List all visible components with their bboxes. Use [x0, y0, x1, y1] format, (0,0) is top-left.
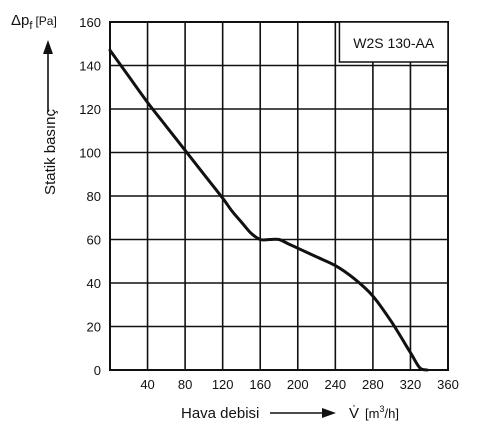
- x-tick-label: 280: [362, 377, 384, 392]
- x-axis-arrow-head: [322, 408, 336, 418]
- y-tick-label: 0: [94, 363, 101, 378]
- y-tick-label: 120: [79, 102, 101, 117]
- x-axis-symbol: V̇: [349, 405, 359, 422]
- y-axis-symbol: Δp: [11, 12, 29, 29]
- y-tick-label: 100: [79, 146, 101, 161]
- x-tick-label: 360: [437, 377, 459, 392]
- title-box: [338, 21, 449, 63]
- chart-title: W2S 130-AA: [353, 35, 435, 51]
- y-tick-label: 60: [87, 233, 101, 248]
- y-axis-subscript: f: [29, 20, 33, 32]
- y-axis-title: Statik basınç: [42, 109, 59, 195]
- x-tick-label: 120: [212, 377, 234, 392]
- x-tick-label: 40: [140, 377, 154, 392]
- x-tick-label: 320: [400, 377, 422, 392]
- x-axis-unit-sup: 3: [379, 404, 384, 414]
- x-tick-label: 240: [324, 377, 346, 392]
- x-tick-label: 160: [249, 377, 271, 392]
- grid: [110, 22, 448, 370]
- y-axis-unit: [Pa]: [35, 14, 56, 28]
- tick-labels: 40 80 120 160 200 240 280 320 360 0 20 40 60 80 100 120…: [79, 15, 459, 392]
- y-tick-label: 80: [87, 189, 101, 204]
- x-tick-label: 80: [178, 377, 192, 392]
- y-tick-label: 40: [87, 276, 101, 291]
- y-tick-label: 20: [87, 320, 101, 335]
- y-axis-symbol-label: Δpf [Pa]: [11, 12, 57, 32]
- x-axis-title: Hava debisi: [181, 405, 259, 422]
- x-tick-label: 200: [287, 377, 309, 392]
- y-tick-label: 140: [79, 59, 101, 74]
- x-axis-unit-label: V̇ [m3/h]: [349, 404, 399, 422]
- y-axis-arrow-head: [43, 40, 53, 54]
- plot-frame: [109, 21, 449, 371]
- series-line: [108, 48, 429, 372]
- x-axis-unit-suffix: /h]: [384, 406, 398, 421]
- y-tick-label: 160: [79, 15, 101, 30]
- x-axis-unit-prefix: [m: [365, 406, 379, 421]
